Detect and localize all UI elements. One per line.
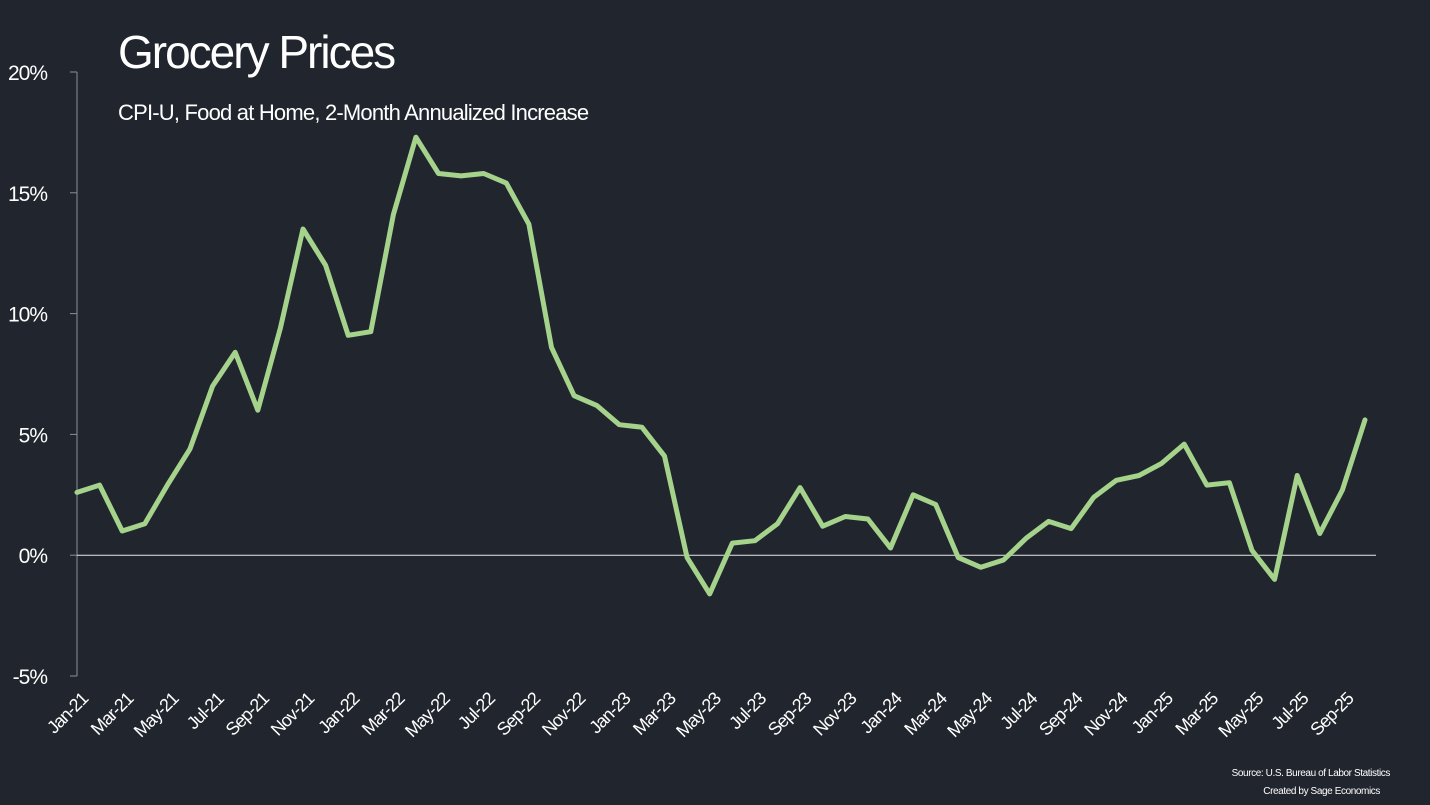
y-tick-label: 20% [8,62,47,85]
data-line [74,134,1368,597]
y-tick-label: 10% [8,304,47,327]
chart-subtitle: CPI-U, Food at Home, 2-Month Annualized … [118,100,589,125]
source-note: Source: U.S. Bureau of Labor Statistics [1232,768,1391,779]
y-tick-label: 15% [8,183,47,206]
y-tick-label: 5% [19,424,48,447]
y-tick-label: 0% [19,545,48,568]
credit-note: Created by Sage Economics [1263,786,1380,797]
chart-title: Grocery Prices [118,26,395,78]
y-tick-label: -5% [13,666,48,689]
